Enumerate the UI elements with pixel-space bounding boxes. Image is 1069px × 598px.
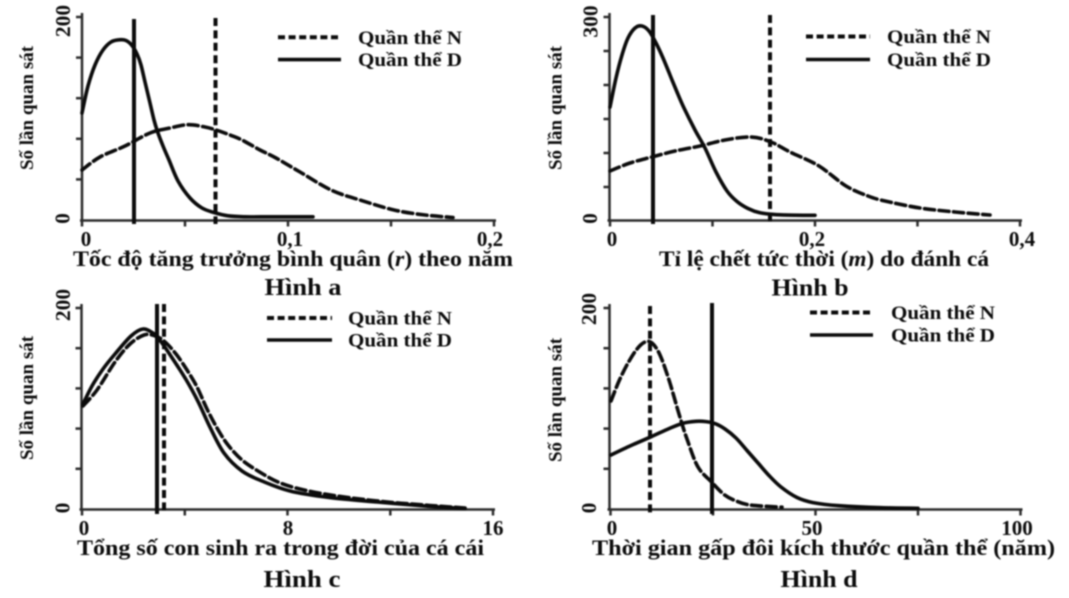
svg-text:Quần thể N: Quần thể N <box>348 309 452 330</box>
svg-text:Quần thể N: Quần thể N <box>887 27 991 48</box>
svg-text:Quần thể D: Quần thể D <box>891 326 995 347</box>
svg-text:Hình a: Hình a <box>265 275 342 301</box>
svg-text:0: 0 <box>79 516 90 540</box>
svg-text:0,2: 0,2 <box>799 227 825 251</box>
svg-text:100: 100 <box>1001 516 1033 540</box>
svg-text:Quần thể D: Quần thể D <box>887 50 991 71</box>
svg-text:Hình b: Hình b <box>772 276 849 302</box>
svg-text:200: 200 <box>577 293 601 325</box>
svg-text:Số lần quan sát: Số lần quan sát <box>17 335 38 460</box>
svg-text:Quần thể N: Quần thể N <box>891 303 995 324</box>
svg-text:50: 50 <box>802 516 823 540</box>
svg-text:Số lần quan sát: Số lần quan sát <box>17 45 38 170</box>
svg-text:0: 0 <box>51 503 75 514</box>
svg-text:0: 0 <box>577 503 601 514</box>
svg-text:0: 0 <box>578 213 602 224</box>
svg-text:Hình c: Hình c <box>264 567 341 593</box>
svg-text:0,1: 0,1 <box>277 227 303 251</box>
svg-text:Hình d: Hình d <box>781 567 859 593</box>
svg-text:Quần thể D: Quần thể D <box>348 331 452 352</box>
svg-text:0,4: 0,4 <box>1009 227 1036 251</box>
svg-text:8: 8 <box>283 516 294 540</box>
svg-text:Số lần quan sát: Số lần quan sát <box>546 45 567 170</box>
svg-text:Quần thể N: Quần thể N <box>358 28 462 49</box>
svg-text:0: 0 <box>81 227 92 251</box>
svg-text:Quần thể D: Quần thể D <box>358 50 462 71</box>
svg-text:0,2: 0,2 <box>477 227 503 251</box>
svg-text:200: 200 <box>51 289 75 321</box>
svg-text:Số lần quan sát: Số lần quan sát <box>546 337 567 462</box>
svg-text:Thời gian gấp đôi kích thước q: Thời gian gấp đôi kích thước quần thể (n… <box>592 535 1055 560</box>
svg-text:0: 0 <box>607 227 618 251</box>
svg-text:Tỉ lệ chết tức thời (m) do đán: Tỉ lệ chết tức thời (m) do đánh cá <box>659 246 989 271</box>
svg-text:Tốc độ tăng trưởng bình quân (: Tốc độ tăng trưởng bình quân (r) theo nă… <box>73 246 513 271</box>
svg-text:16: 16 <box>483 516 504 540</box>
svg-text:200: 200 <box>51 5 75 37</box>
svg-text:300: 300 <box>579 5 603 37</box>
svg-text:0: 0 <box>51 213 75 224</box>
svg-text:Tổng số con sinh ra trong đời: Tổng số con sinh ra trong đời của cá cái <box>77 535 484 560</box>
svg-text:0: 0 <box>607 516 618 540</box>
